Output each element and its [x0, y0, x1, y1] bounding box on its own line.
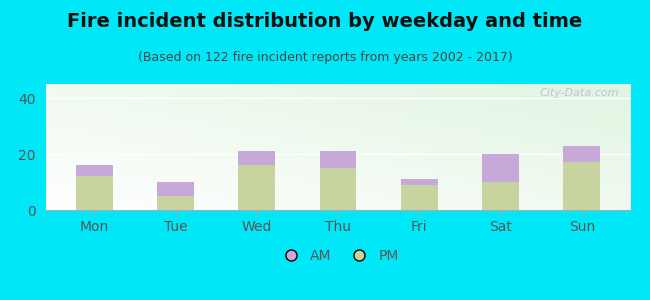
Text: (Based on 122 fire incident reports from years 2002 - 2017): (Based on 122 fire incident reports from…	[138, 51, 512, 64]
Bar	[564, 146, 600, 162]
Bar	[564, 162, 600, 210]
Bar	[239, 151, 275, 165]
Bar	[157, 196, 194, 210]
Bar	[76, 165, 112, 176]
Bar	[482, 182, 519, 210]
Bar	[401, 179, 437, 185]
Bar	[401, 185, 437, 210]
Bar	[76, 176, 112, 210]
Bar	[482, 154, 519, 182]
Text: Fire incident distribution by weekday and time: Fire incident distribution by weekday an…	[68, 12, 582, 31]
Legend: AM, PM: AM, PM	[271, 244, 405, 268]
Bar	[320, 168, 356, 210]
Text: City-Data.com: City-Data.com	[540, 88, 619, 98]
Bar	[239, 165, 275, 210]
Bar	[320, 151, 356, 168]
Bar	[157, 182, 194, 196]
